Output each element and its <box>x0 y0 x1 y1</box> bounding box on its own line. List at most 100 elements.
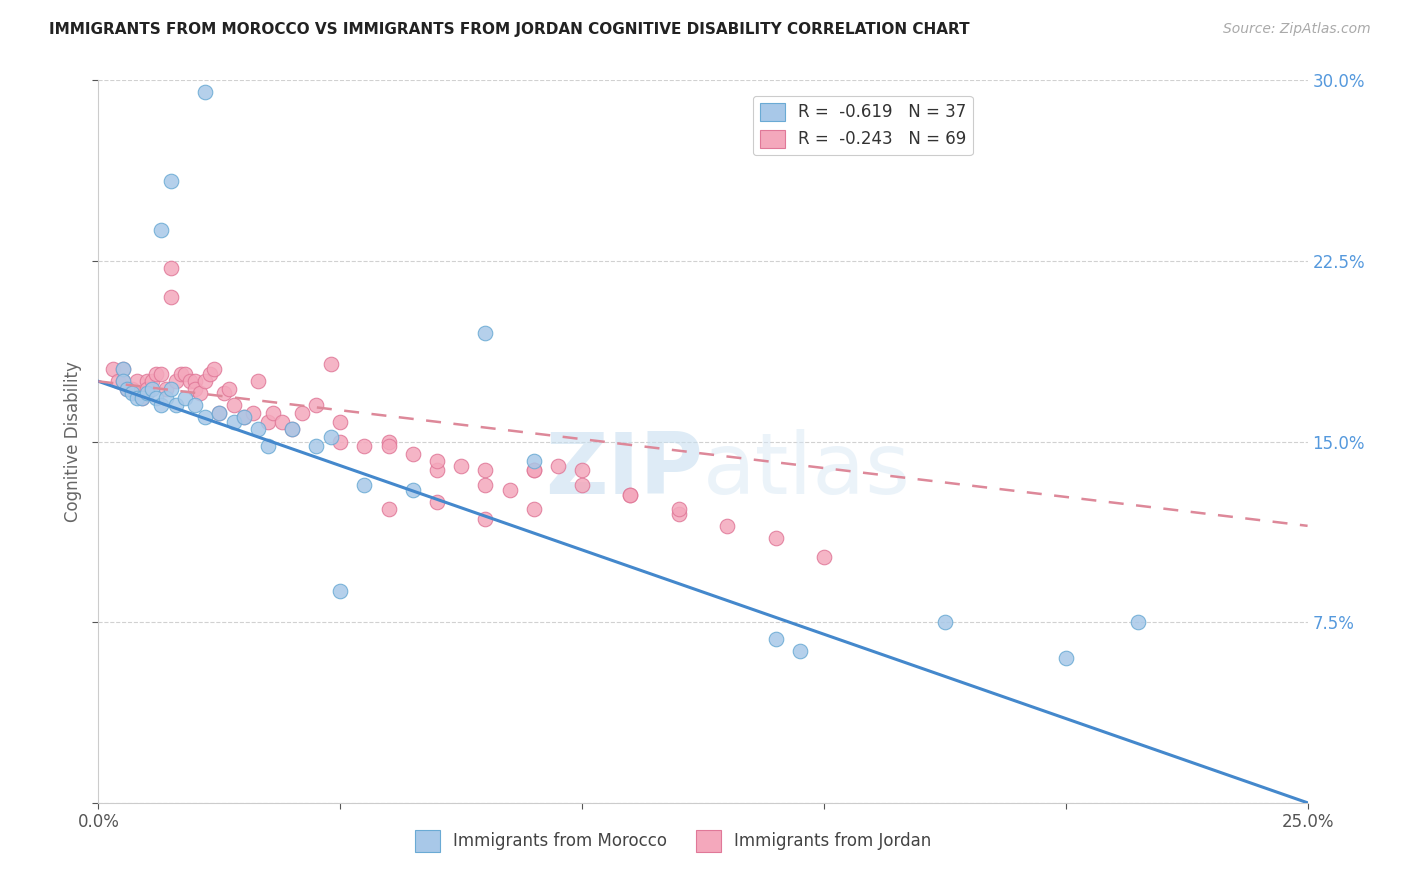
Text: ZIP: ZIP <box>546 429 703 512</box>
Point <box>117 382 139 396</box>
Point <box>232 410 254 425</box>
Point <box>377 439 399 453</box>
Point <box>619 487 641 501</box>
Point <box>402 483 425 497</box>
Point <box>131 391 153 405</box>
Point <box>377 502 399 516</box>
Point <box>184 398 207 412</box>
Point <box>150 398 173 412</box>
Point <box>184 382 207 396</box>
Point <box>426 454 449 468</box>
Point <box>194 410 217 425</box>
Point <box>174 367 197 381</box>
Point <box>135 386 157 401</box>
Point <box>160 174 183 188</box>
Point <box>619 487 641 501</box>
Point <box>127 386 149 401</box>
Point <box>474 478 496 492</box>
Point <box>160 382 183 396</box>
Point <box>765 632 787 646</box>
Point <box>169 367 191 381</box>
Point <box>426 494 449 508</box>
Point <box>668 507 690 521</box>
Point <box>135 382 157 396</box>
Point <box>523 502 546 516</box>
Point <box>179 374 201 388</box>
Text: Immigrants from Jordan: Immigrants from Jordan <box>734 831 931 850</box>
Point <box>160 261 183 276</box>
Point <box>426 463 449 477</box>
Point <box>155 382 177 396</box>
Point <box>571 478 593 492</box>
Point <box>1054 651 1077 665</box>
Text: Immigrants from Morocco: Immigrants from Morocco <box>453 831 666 850</box>
FancyBboxPatch shape <box>415 830 440 852</box>
Point <box>145 367 167 381</box>
Point <box>174 391 197 405</box>
Point <box>117 382 139 396</box>
Point <box>1128 615 1150 630</box>
Point <box>571 463 593 477</box>
Point <box>305 398 328 412</box>
Point <box>222 398 245 412</box>
Point <box>121 386 143 401</box>
Point <box>329 434 352 449</box>
Point <box>208 406 231 420</box>
Point <box>934 615 956 630</box>
Point <box>101 362 124 376</box>
Point <box>329 415 352 429</box>
Point <box>242 406 264 420</box>
Point <box>247 422 270 436</box>
Point <box>135 374 157 388</box>
Point <box>232 410 254 425</box>
Point <box>523 454 546 468</box>
Point <box>290 406 312 420</box>
Point <box>188 386 211 401</box>
Point <box>127 374 149 388</box>
Point <box>271 415 294 429</box>
Point <box>319 358 342 372</box>
FancyBboxPatch shape <box>696 830 721 852</box>
Point <box>523 463 546 477</box>
Point <box>218 382 240 396</box>
Point <box>165 374 187 388</box>
Point <box>377 434 399 449</box>
Point <box>212 386 235 401</box>
Point <box>765 531 787 545</box>
Point <box>305 439 328 453</box>
Point <box>498 483 520 497</box>
Point <box>198 367 221 381</box>
Text: Source: ZipAtlas.com: Source: ZipAtlas.com <box>1223 22 1371 37</box>
Point <box>184 374 207 388</box>
Point <box>547 458 569 473</box>
Point <box>353 439 375 453</box>
Legend: R =  -0.619   N = 37, R =  -0.243   N = 69: R = -0.619 N = 37, R = -0.243 N = 69 <box>752 95 973 155</box>
Point <box>474 511 496 525</box>
Point <box>194 374 217 388</box>
Y-axis label: Cognitive Disability: Cognitive Disability <box>65 361 83 522</box>
Point <box>247 374 270 388</box>
Point <box>813 550 835 565</box>
Point <box>127 391 149 405</box>
Point <box>141 374 163 388</box>
Point <box>474 463 496 477</box>
Point <box>256 415 278 429</box>
Point <box>256 439 278 453</box>
Point <box>155 391 177 405</box>
Point <box>194 85 217 99</box>
Point <box>402 446 425 460</box>
Point <box>716 518 738 533</box>
Point <box>474 326 496 340</box>
Text: IMMIGRANTS FROM MOROCCO VS IMMIGRANTS FROM JORDAN COGNITIVE DISABILITY CORRELATI: IMMIGRANTS FROM MOROCCO VS IMMIGRANTS FR… <box>49 22 970 37</box>
Point <box>111 362 134 376</box>
Point <box>329 583 352 598</box>
Point <box>668 502 690 516</box>
Point <box>353 478 375 492</box>
Text: atlas: atlas <box>703 429 911 512</box>
Point <box>145 391 167 405</box>
Point <box>523 463 546 477</box>
Point <box>141 382 163 396</box>
Point <box>121 382 143 396</box>
Point <box>450 458 472 473</box>
Point <box>204 362 226 376</box>
